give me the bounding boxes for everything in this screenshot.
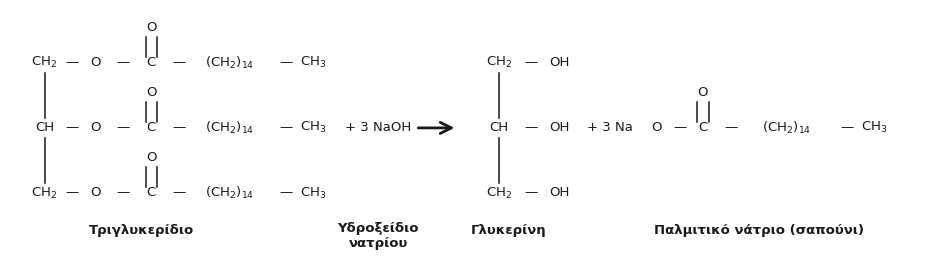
Text: O: O <box>146 152 157 164</box>
Text: —: — <box>279 121 292 134</box>
Text: CH$_3$: CH$_3$ <box>300 55 327 70</box>
Text: Υδροξείδιο
νατρίου: Υδροξείδιο νατρίου <box>338 221 419 250</box>
Text: Γλυκερίνη: Γλυκερίνη <box>470 224 546 237</box>
Text: OH: OH <box>549 186 569 199</box>
Text: —: — <box>674 121 687 134</box>
Text: C: C <box>146 186 156 199</box>
Text: CH$_2$: CH$_2$ <box>486 185 512 200</box>
Text: Τριγλυκερίδιο: Τριγλυκερίδιο <box>90 224 194 237</box>
Text: —: — <box>117 186 130 199</box>
Text: CH$_3$: CH$_3$ <box>861 120 888 135</box>
Text: OH: OH <box>549 56 569 69</box>
Text: —: — <box>173 56 186 69</box>
Text: —: — <box>173 186 186 199</box>
Text: (CH$_2$)$_{14}$: (CH$_2$)$_{14}$ <box>762 120 811 136</box>
Text: O: O <box>651 121 661 134</box>
Text: + 3 Na: + 3 Na <box>587 121 634 134</box>
Text: —: — <box>279 186 292 199</box>
Text: —: — <box>117 121 130 134</box>
Text: —: — <box>724 121 737 134</box>
Text: C: C <box>699 121 707 134</box>
Text: —: — <box>279 56 292 69</box>
Text: —: — <box>173 121 186 134</box>
Text: CH$_2$: CH$_2$ <box>486 55 512 70</box>
Text: (CH$_2$)$_{14}$: (CH$_2$)$_{14}$ <box>205 120 255 136</box>
Text: O: O <box>698 86 708 99</box>
Text: —: — <box>65 121 79 134</box>
Text: —: — <box>524 56 538 69</box>
Text: —: — <box>840 121 854 134</box>
Text: O: O <box>91 56 101 69</box>
Text: —: — <box>524 186 538 199</box>
Text: OH: OH <box>549 121 569 134</box>
Text: CH$_3$: CH$_3$ <box>300 185 327 200</box>
Text: C: C <box>146 56 156 69</box>
Text: —: — <box>65 56 79 69</box>
Text: CH$_3$: CH$_3$ <box>300 120 327 135</box>
Text: —: — <box>65 186 79 199</box>
Text: + 3 NaOH: + 3 NaOH <box>345 121 411 134</box>
Text: O: O <box>146 21 157 34</box>
Text: O: O <box>91 121 101 134</box>
Text: —: — <box>524 121 538 134</box>
Text: CH$_2$: CH$_2$ <box>32 55 58 70</box>
Text: (CH$_2$)$_{14}$: (CH$_2$)$_{14}$ <box>205 55 255 71</box>
Text: CH: CH <box>35 121 54 134</box>
Text: (CH$_2$)$_{14}$: (CH$_2$)$_{14}$ <box>205 185 255 201</box>
Text: C: C <box>146 121 156 134</box>
Text: —: — <box>117 56 130 69</box>
Text: O: O <box>146 86 157 99</box>
Text: Παλμιτικό νάτριο (σαπούνι): Παλμιτικό νάτριο (σαπούνι) <box>654 224 864 237</box>
Text: CH$_2$: CH$_2$ <box>32 185 58 200</box>
Text: CH: CH <box>490 121 508 134</box>
Text: O: O <box>91 186 101 199</box>
